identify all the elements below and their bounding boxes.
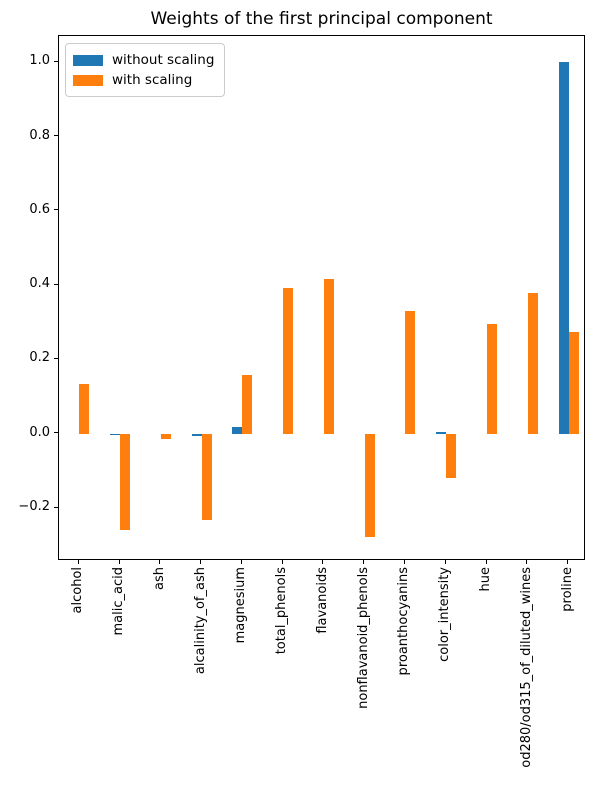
- y-tick-mark: [54, 357, 58, 359]
- y-tick-label: 0.2: [29, 350, 50, 366]
- y-tick-label: −0.2: [18, 499, 50, 514]
- bar-without-scaling-color-intensity: [436, 432, 447, 434]
- chart-title: Weights of the first principal component: [150, 9, 493, 29]
- y-tick-label: 0.6: [29, 201, 50, 217]
- x-tick-mark: [118, 560, 120, 564]
- bar-with-scaling-flavanoids: [323, 278, 334, 434]
- bar-with-scaling-od280-od315-of-diluted-wines: [527, 292, 538, 434]
- x-tick-label-nonflavanoid-phenols: nonflavanoid_phenols: [355, 567, 371, 709]
- y-tick-label: 0.4: [29, 276, 50, 292]
- x-tick-label-color-intensity: color_intensity: [437, 567, 453, 662]
- bar-with-scaling-proanthocyanins: [405, 311, 416, 434]
- bar-without-scaling-magnesium: [232, 427, 243, 434]
- y-tick-mark: [54, 432, 58, 434]
- bar-with-scaling-nonflavanoid-phenols: [364, 433, 375, 537]
- x-tick-mark: [77, 560, 79, 564]
- x-tick-mark: [322, 560, 324, 564]
- x-tick-label-alcohol: alcohol: [70, 567, 86, 614]
- bar-with-scaling-ash: [160, 433, 171, 439]
- x-tick-mark: [403, 560, 405, 564]
- legend-label: without scaling: [112, 52, 215, 68]
- bar-without-scaling-malic-acid: [110, 433, 121, 435]
- y-tick-label: 1.0: [29, 53, 50, 69]
- y-tick-mark: [54, 209, 58, 211]
- legend: without scaling with scaling: [65, 43, 226, 97]
- legend-swatch-with-scaling: [73, 74, 103, 86]
- bar-with-scaling-magnesium: [242, 375, 253, 434]
- y-tick-label: 0.8: [29, 127, 50, 143]
- x-tick-mark: [444, 560, 446, 564]
- bar-with-scaling-alcalinity-of-ash: [201, 433, 212, 520]
- x-tick-label-total-phenols: total_phenols: [274, 567, 290, 655]
- x-tick-mark: [485, 560, 487, 564]
- x-tick-label-proanthocyanins: proanthocyanins: [396, 567, 412, 676]
- bar-without-scaling-proline: [558, 62, 569, 434]
- x-tick-mark: [159, 560, 161, 564]
- plot-area: [58, 35, 585, 560]
- x-tick-label-alcalinity-of-ash: alcalinity_of_ash: [192, 567, 208, 675]
- legend-entry-without-scaling: without scaling: [73, 50, 214, 70]
- y-tick-mark: [54, 283, 58, 285]
- x-tick-label-malic-acid: malic_acid: [111, 567, 127, 636]
- bar-with-scaling-hue: [487, 323, 497, 434]
- x-tick-label-magnesium: magnesium: [233, 567, 249, 644]
- legend-swatch-without-scaling: [73, 54, 103, 66]
- y-tick-mark: [54, 135, 58, 136]
- y-tick-mark: [54, 60, 58, 62]
- bar-with-scaling-color-intensity: [446, 433, 457, 478]
- bar-without-scaling-alcalinity-of-ash: [191, 433, 202, 436]
- x-tick-mark: [567, 560, 569, 564]
- x-tick-mark: [200, 560, 202, 564]
- x-tick-label-flavanoids: flavanoids: [314, 567, 330, 634]
- x-tick-mark: [240, 560, 242, 564]
- x-tick-mark: [363, 560, 365, 564]
- legend-label: with scaling: [112, 72, 193, 88]
- x-tick-label-hue: hue: [478, 567, 493, 592]
- bar-with-scaling-malic-acid: [120, 433, 131, 530]
- bar-with-scaling-alcohol: [79, 383, 90, 434]
- legend-entry-with-scaling: with scaling: [73, 70, 214, 90]
- bar-with-scaling-total-phenols: [283, 287, 294, 434]
- x-tick-label-proline: proline: [559, 567, 575, 612]
- y-tick-mark: [54, 506, 58, 508]
- x-tick-label-od280-od315-of-diluted-wines: od280/od315_of_diluted_wines: [518, 567, 534, 768]
- x-tick-mark: [281, 560, 283, 564]
- bar-with-scaling-proline: [568, 331, 579, 434]
- x-tick-label-ash: ash: [151, 567, 167, 590]
- y-tick-label: 0.0: [29, 424, 50, 440]
- x-tick-mark: [526, 560, 528, 564]
